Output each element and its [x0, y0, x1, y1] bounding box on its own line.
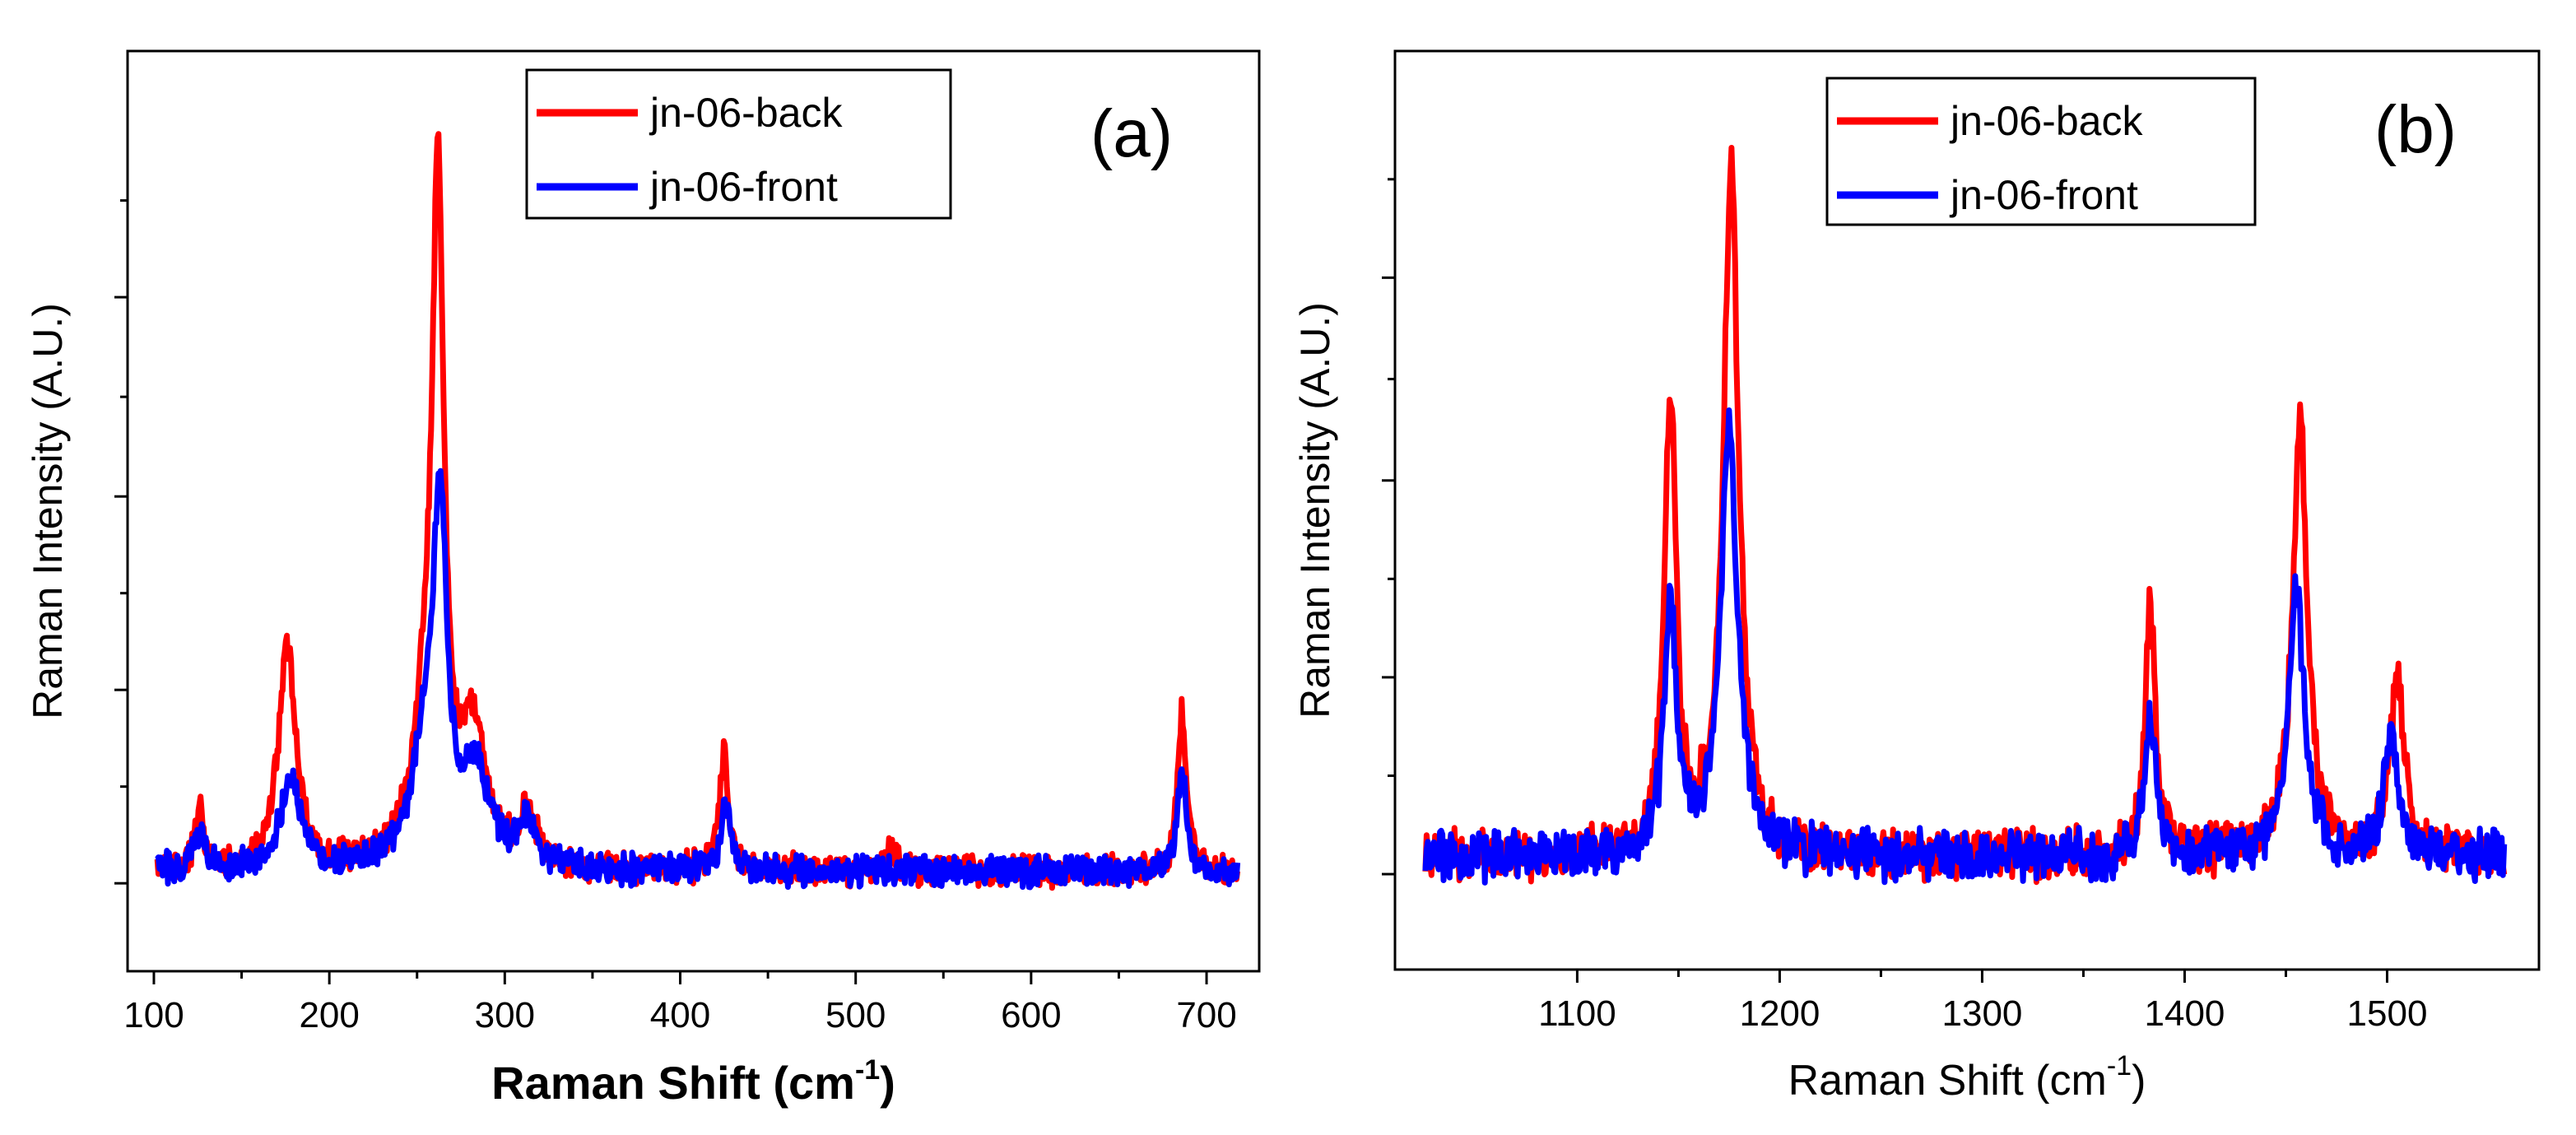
series-group: [154, 131, 1241, 891]
x-axis-title-end: ): [2132, 1057, 2146, 1105]
panel-tag: (a): [1090, 96, 1173, 171]
plot-frame: [1393, 49, 2541, 971]
legend-box: [525, 68, 952, 220]
legend-label-front: jn-06-front: [649, 164, 838, 210]
x-axis-title-sup: -1: [855, 1054, 880, 1086]
x-tick-label: 1200: [1739, 993, 1820, 1034]
x-axis-title-main: Raman Shift (cm: [491, 1057, 855, 1109]
x-tick-label: 1300: [1942, 993, 2023, 1034]
series-line-front: [155, 467, 1241, 891]
legend-label-front: jn-06-front: [1949, 172, 2138, 218]
series-line-front: [1422, 407, 2508, 886]
series-line-back: [1422, 145, 2508, 886]
panel-tag: (b): [2374, 92, 2457, 167]
x-tick-label: 300: [475, 995, 535, 1035]
y-axis-title: Raman Intensity (A.U.): [1292, 302, 1338, 719]
x-tick-label: 1100: [1538, 993, 1616, 1034]
legend: jn-06-back jn-06-front: [525, 68, 952, 220]
series-line-back: [154, 131, 1241, 891]
legend: jn-06-back jn-06-front: [1825, 77, 2257, 226]
x-tick-label: 1400: [2145, 993, 2225, 1034]
x-tick-label: 700: [1176, 995, 1236, 1035]
x-axis-title: Raman Shift (cm-1): [491, 1054, 895, 1109]
x-axis-title-main: Raman Shift (cm: [1788, 1057, 2107, 1105]
x-tick-label: 400: [650, 995, 710, 1035]
x-axis-title: Raman Shift (cm-1): [1788, 1050, 2146, 1105]
y-axis-title: Raman Intensity (A.U.): [25, 303, 71, 719]
x-tick-label: 500: [825, 995, 886, 1035]
series-group: [1422, 145, 2508, 886]
legend-label-back: jn-06-back: [1949, 98, 2143, 144]
plot-frame: [126, 49, 1261, 973]
x-tick-label: 100: [123, 995, 184, 1035]
x-tick-label: 200: [299, 995, 359, 1035]
x-tick-label: 1500: [2347, 993, 2428, 1034]
x-tick-label: 600: [1001, 995, 1061, 1035]
x-axis-title-end: ): [880, 1057, 895, 1109]
x-axis-title-sup: -1: [2107, 1050, 2132, 1082]
legend-box: [1825, 77, 2257, 226]
legend-label-back: jn-06-back: [649, 90, 843, 136]
